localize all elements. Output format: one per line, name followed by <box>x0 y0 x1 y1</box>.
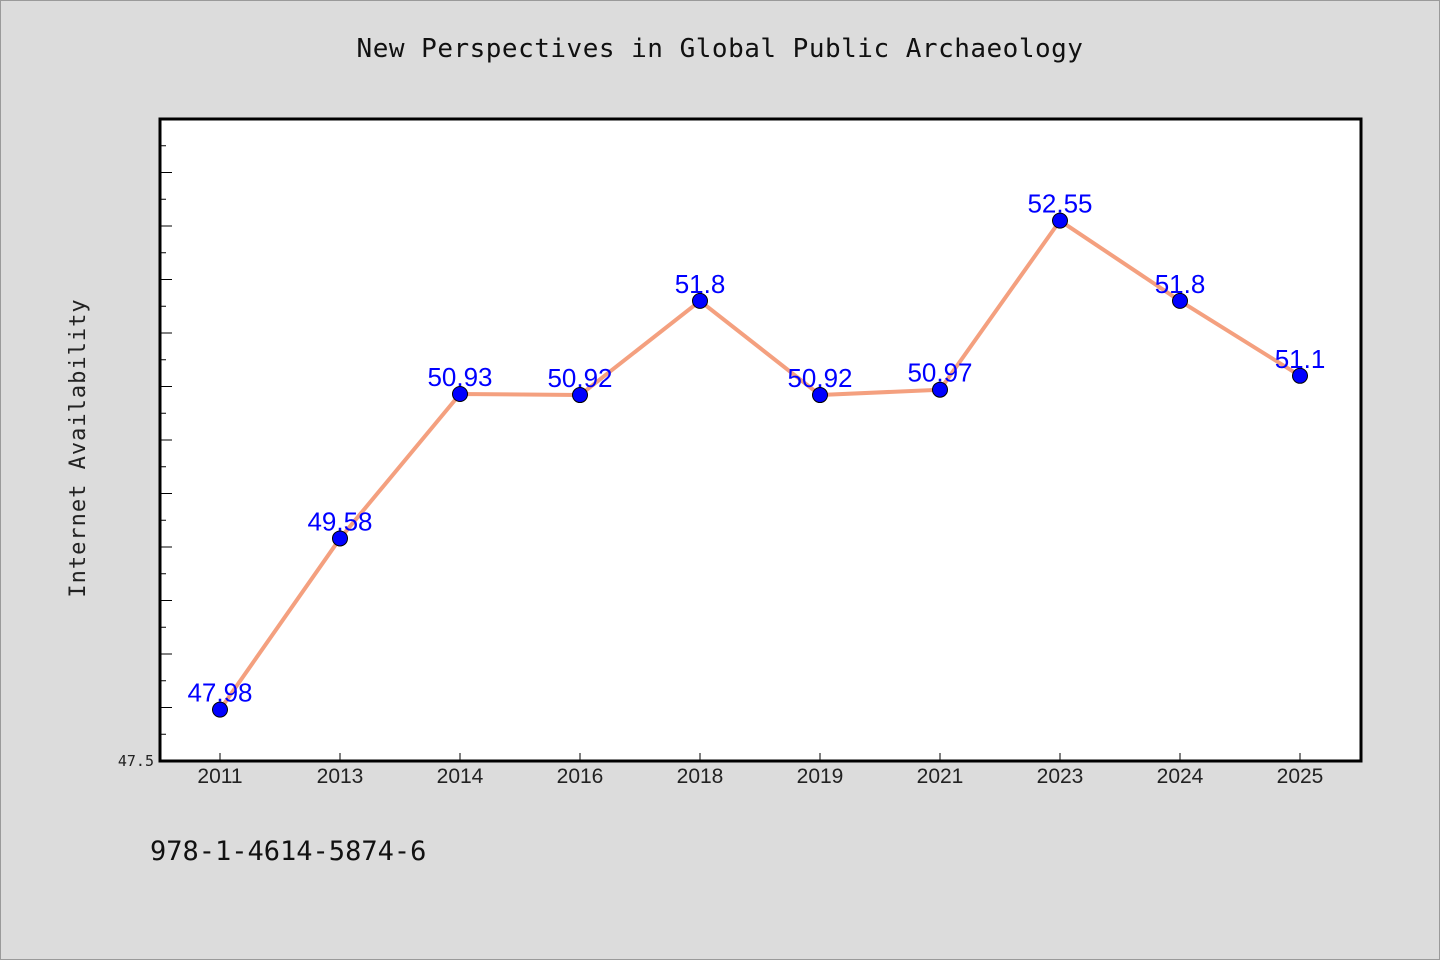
x-tick-label: 2024 <box>1157 765 1204 788</box>
isbn-text: 978-1-4614-5874-6 <box>150 836 427 867</box>
data-point <box>692 292 708 309</box>
series-line-group <box>218 218 1302 711</box>
x-tick-label: 2013 <box>317 765 364 788</box>
data-label: 50.97 <box>907 358 972 388</box>
data-point <box>572 387 588 404</box>
x-tick-label: 2018 <box>677 765 724 788</box>
data-point <box>812 387 828 404</box>
data-label: 52.55 <box>1027 189 1092 219</box>
data-label: 49.58 <box>307 506 372 536</box>
data-point <box>452 385 468 402</box>
chart-title: New Perspectives in Global Public Archae… <box>356 34 1084 64</box>
y-tick-label: 47.5 <box>118 752 154 770</box>
data-point <box>1292 367 1308 384</box>
x-tick-label: 2025 <box>1277 765 1324 788</box>
series-line <box>218 218 1302 711</box>
data-label: 50.92 <box>547 363 612 393</box>
x-tick-label: 2019 <box>797 765 844 788</box>
data-label: 50.93 <box>427 362 492 392</box>
data-point <box>332 530 348 547</box>
x-tick-label: 2011 <box>197 765 242 788</box>
data-point <box>1052 212 1068 229</box>
y-axis-label: Internet Availability <box>66 298 91 597</box>
data-point <box>932 381 948 398</box>
data-label: 51.8 <box>675 269 726 299</box>
data-label: 47.98 <box>187 678 252 708</box>
data-label: 51.1 <box>1275 344 1326 374</box>
x-tick-label: 2016 <box>557 765 604 788</box>
series-markers <box>212 212 1308 718</box>
data-labels: 47.98 49.58 50.93 50.92 51.8 50.92 50.97 52.55 5… <box>187 189 1325 708</box>
data-point <box>212 701 228 718</box>
y-axis-ticks: 47.5 <box>118 118 172 770</box>
data-point <box>1172 292 1188 309</box>
x-axis-ticks: 2011 2013 2014 2016 2018 2019 2021 2023 2024 2025 <box>197 753 1323 788</box>
x-tick-label: 2014 <box>437 765 484 788</box>
data-label: 51.8 <box>1155 269 1206 299</box>
x-tick-label: 2023 <box>1037 765 1084 788</box>
plot-area <box>158 117 1363 763</box>
data-label: 50.92 <box>787 363 852 393</box>
x-tick-label: 2021 <box>917 765 964 788</box>
